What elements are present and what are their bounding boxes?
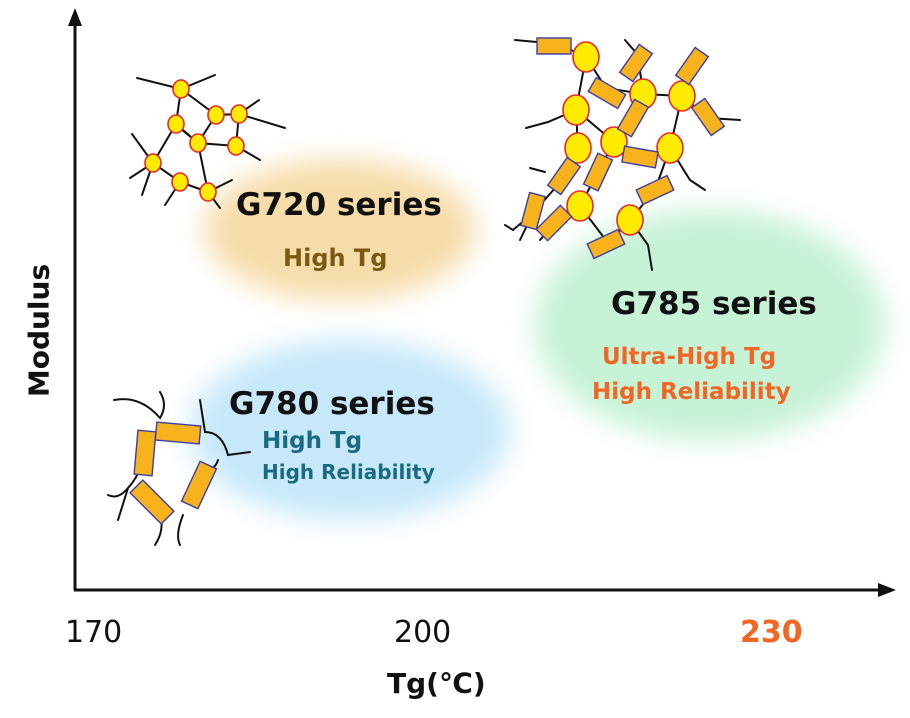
g720-molecule-icon bbox=[129, 74, 286, 209]
x-tick-label-170: 170 bbox=[65, 615, 123, 650]
y-axis-arrowhead bbox=[68, 8, 82, 26]
g780-feature-1: High Tg bbox=[262, 428, 363, 454]
g785-molecule-icon bbox=[504, 37, 741, 271]
axes bbox=[68, 8, 896, 597]
y-axis-title: Modulus bbox=[22, 263, 56, 398]
g785-feature-2: High Reliability bbox=[592, 379, 791, 405]
g780-blob bbox=[190, 340, 510, 520]
g785-feature-1: Ultra-High Tg bbox=[602, 344, 777, 370]
g720-title: G720 series bbox=[236, 187, 442, 223]
x-axis-title: Tg(℃) bbox=[387, 667, 486, 700]
g780-feature-2: High Reliability bbox=[262, 460, 435, 484]
x-tick-label-230: 230 bbox=[740, 615, 803, 650]
g720-feature-1: High Tg bbox=[283, 244, 388, 272]
g780-molecule-icon bbox=[107, 391, 251, 546]
x-tick-label-200: 200 bbox=[394, 615, 452, 650]
g785-title: G785 series bbox=[611, 286, 817, 322]
g785-blob bbox=[535, 210, 885, 440]
x-axis-arrowhead bbox=[878, 583, 896, 597]
g720-blob bbox=[205, 160, 475, 300]
g780-title: G780 series bbox=[229, 386, 435, 422]
